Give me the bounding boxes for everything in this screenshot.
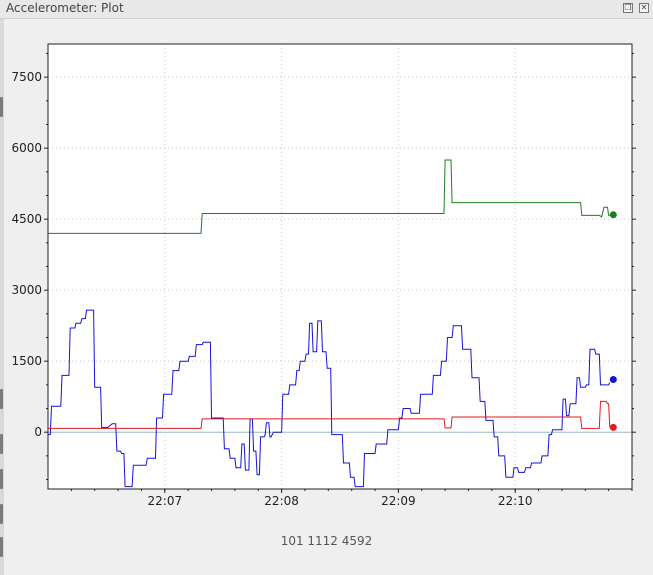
y-tick-label: 3000 bbox=[11, 283, 42, 297]
y-tick-label: 7500 bbox=[11, 70, 42, 84]
dock-handle[interactable] bbox=[0, 389, 3, 409]
series-line-0 bbox=[48, 159, 610, 234]
series-line-2 bbox=[48, 400, 611, 429]
window-title: Accelerometer: Plot bbox=[6, 1, 124, 15]
dock-handle[interactable] bbox=[0, 469, 3, 489]
x-tick-label: 22:10 bbox=[498, 494, 533, 508]
plot-area bbox=[48, 44, 632, 489]
dock-handle[interactable] bbox=[0, 97, 3, 117]
close-button[interactable]: ✕ bbox=[639, 3, 649, 13]
dock-edge bbox=[0, 19, 4, 575]
dock-handle[interactable] bbox=[0, 504, 3, 524]
series-marker-0 bbox=[609, 211, 617, 219]
restore-button[interactable]: ❐ bbox=[623, 3, 633, 13]
series-marker-1 bbox=[609, 376, 617, 384]
x-tick-label: 22:08 bbox=[264, 494, 299, 508]
x-tick-label: 22:07 bbox=[148, 494, 183, 508]
series-marker-2 bbox=[609, 423, 617, 431]
dock-handle[interactable] bbox=[0, 537, 3, 557]
y-tick-label: 1500 bbox=[11, 354, 42, 368]
y-tick-label: 0 bbox=[34, 425, 42, 439]
series-line-1 bbox=[48, 309, 611, 488]
value-readout: 101 1112 4592 bbox=[280, 534, 373, 548]
dock-handle[interactable] bbox=[0, 434, 3, 454]
x-tick-label: 22:09 bbox=[381, 494, 416, 508]
y-tick-label: 6000 bbox=[11, 141, 42, 155]
y-tick-label: 4500 bbox=[11, 212, 42, 226]
window-titlebar: Accelerometer: Plot ❐ ✕ bbox=[0, 0, 653, 19]
